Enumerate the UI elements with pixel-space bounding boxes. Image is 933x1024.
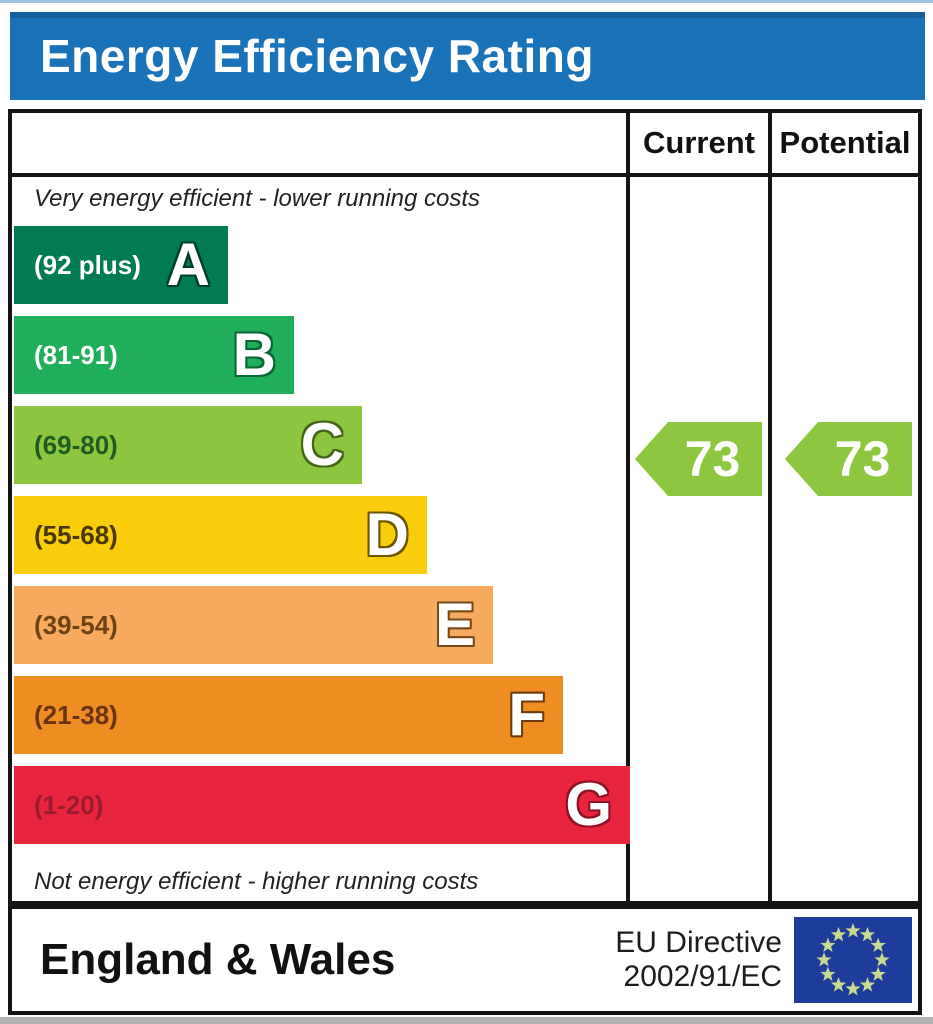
band-g-letter: G bbox=[565, 771, 612, 838]
eu-directive-label: EU Directive 2002/91/EC bbox=[615, 926, 782, 995]
band-e-letter: E bbox=[434, 591, 475, 658]
top-note: Very energy efficient - lower running co… bbox=[34, 185, 480, 212]
band-c: (69-80) C bbox=[14, 406, 362, 484]
band-a-range: (92 plus) bbox=[34, 249, 141, 280]
band-d-range: (55-68) bbox=[34, 519, 118, 550]
band-g-range: (1-20) bbox=[34, 789, 104, 820]
region-label: England & Wales bbox=[40, 935, 396, 984]
potential-column-body: 73 bbox=[772, 177, 918, 901]
bottom-note: Not energy efficient - higher running co… bbox=[34, 868, 479, 895]
eu-flag-icon bbox=[794, 917, 912, 1003]
eu-directive-line1: EU Directive bbox=[615, 925, 782, 959]
page-title: Energy Efficiency Rating bbox=[40, 30, 594, 82]
band-e-range: (39-54) bbox=[34, 609, 118, 640]
current-column-body: 73 bbox=[630, 177, 768, 901]
band-a: (92 plus) A bbox=[14, 226, 228, 304]
potential-rating-arrow: 73 bbox=[785, 422, 912, 496]
band-b-range: (81-91) bbox=[34, 339, 118, 370]
footer-bar: England & Wales EU Directive 2002/91/EC bbox=[8, 905, 922, 1015]
rating-scale-body: Very energy efficient - lower running co… bbox=[12, 177, 630, 901]
band-e: (39-54) E bbox=[14, 586, 493, 664]
band-g: (1-20) G bbox=[14, 766, 630, 844]
rating-scale-column: Very energy efficient - lower running co… bbox=[12, 113, 630, 901]
potential-column: Potential 73 bbox=[772, 113, 918, 901]
band-f: (21-38) F bbox=[14, 676, 563, 754]
epc-rating-table: Very energy efficient - lower running co… bbox=[8, 109, 922, 905]
potential-rating-value: 73 bbox=[834, 431, 891, 487]
rating-bands: (92 plus) A (81-91) B (69-80) C (55-68) … bbox=[14, 226, 630, 844]
current-header: Current bbox=[630, 113, 768, 177]
band-c-range: (69-80) bbox=[34, 429, 118, 460]
band-d-letter: D bbox=[365, 501, 409, 568]
potential-header: Potential bbox=[772, 113, 918, 177]
band-f-range: (21-38) bbox=[34, 699, 118, 730]
band-b: (81-91) B bbox=[14, 316, 294, 394]
eu-directive-line2: 2002/91/EC bbox=[623, 960, 782, 993]
band-b-letter: B bbox=[232, 321, 276, 388]
band-a-letter: A bbox=[166, 231, 210, 298]
current-column: Current 73 bbox=[630, 113, 772, 901]
scale-header-empty bbox=[12, 113, 626, 177]
band-c-letter: C bbox=[300, 411, 344, 478]
top-accent-strip bbox=[0, 0, 933, 3]
band-f-letter: F bbox=[508, 681, 545, 748]
bottom-gray-strip bbox=[0, 1017, 933, 1024]
current-rating-arrow: 73 bbox=[635, 422, 762, 496]
band-d: (55-68) D bbox=[14, 496, 427, 574]
title-bar: Energy Efficiency Rating bbox=[10, 12, 925, 100]
current-rating-value: 73 bbox=[684, 431, 741, 487]
